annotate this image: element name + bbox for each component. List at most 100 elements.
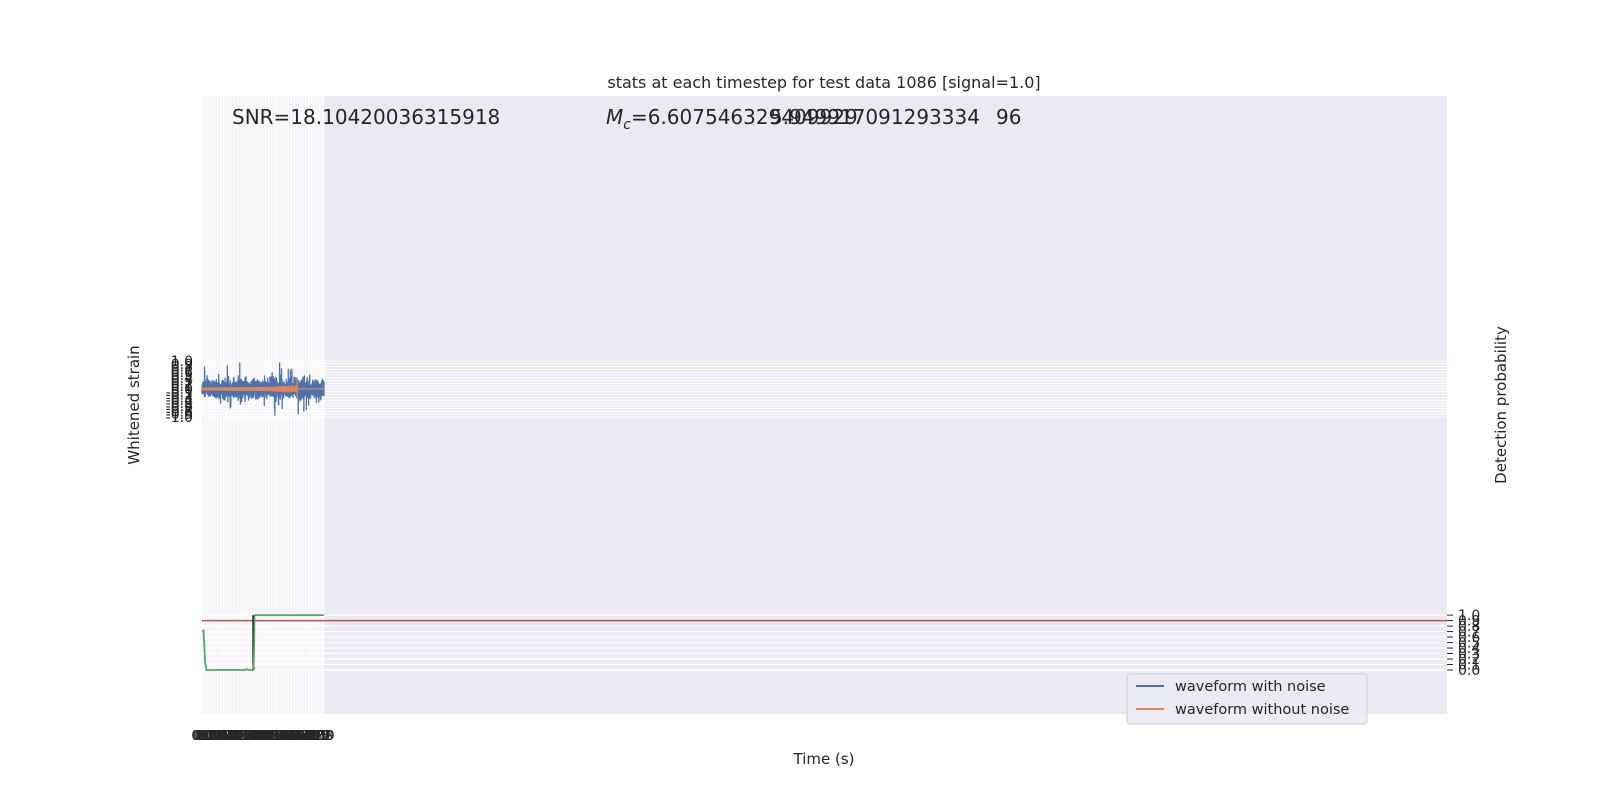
legend: waveform with noise waveform without noi… xyxy=(1126,673,1368,725)
x-tick-label: 3.5 xyxy=(245,728,266,744)
legend-box xyxy=(1126,673,1368,725)
right-y-tick-label: 0.7 xyxy=(1458,625,1480,641)
x-tick-label: 5.5 xyxy=(276,728,297,744)
legend-label-noise: waveform with noise xyxy=(1175,679,1326,695)
y-tick-label: 0.5 xyxy=(171,368,193,384)
x-tick-label: 3.2 xyxy=(241,728,262,744)
x-tick-label: 7.0 xyxy=(299,728,320,744)
x-tick-label: 3.7 xyxy=(248,728,269,744)
x-tick-label: 7.5 xyxy=(307,728,328,744)
y-tick-label: 0.3 xyxy=(171,374,193,390)
x-tick-label: 0.2 xyxy=(194,728,215,744)
right-y-tick-label: 1.0 xyxy=(1458,608,1480,624)
x-tick-label: 4.2 xyxy=(256,728,277,744)
x-tick-label: 2.0 xyxy=(222,728,243,744)
chart-title: stats at each timestep for test data 108… xyxy=(607,73,1040,92)
right-y-tick-label: 0.8 xyxy=(1458,619,1480,635)
y-tick-label: -0.3 xyxy=(166,390,193,406)
x-tick-label: 4.1 xyxy=(255,728,276,744)
chirp-mass-value: =6.607546329409929 xyxy=(631,105,858,129)
right-y-axis-label: Detection probability xyxy=(1492,326,1510,484)
x-tick-label: 5.9 xyxy=(282,728,303,744)
x-tick-label: 6.4 xyxy=(290,728,311,744)
x-tick-label: 3.3 xyxy=(242,728,263,744)
x-tick-label: 1.0 xyxy=(207,728,228,744)
x-tick-label: 4.9 xyxy=(267,728,288,744)
x-tick-label: 7.8 xyxy=(312,728,333,744)
x-tick-label: 6.3 xyxy=(289,728,310,744)
x-tick-label: 1.6 xyxy=(216,728,237,744)
x-tick-label: 7.9 xyxy=(313,728,334,744)
x-tick-label: 5.8 xyxy=(281,728,302,744)
x-tick-label: 3.6 xyxy=(247,728,268,744)
y-tick-label: -0.2 xyxy=(166,388,193,404)
y-tick-label: 0.9 xyxy=(171,357,193,373)
right-y-tick-label: 0.0 xyxy=(1458,663,1480,679)
right-y-tick-label: 0.6 xyxy=(1458,630,1480,646)
x-tick-label: 0.4 xyxy=(197,728,218,744)
y-tick-label: 0.6 xyxy=(171,365,193,381)
x-tick-label: 3.9 xyxy=(251,728,272,744)
waveform-without-noise-series xyxy=(201,378,324,398)
x-tick-label: 5.2 xyxy=(272,728,293,744)
x-tick-label: 0.1 xyxy=(193,728,214,744)
x-tick-label: 5.0 xyxy=(268,728,289,744)
x-tick-label: 6.9 xyxy=(298,728,319,744)
y-tick-label: 0.2 xyxy=(171,376,193,392)
x-tick-label: 7.6 xyxy=(309,728,330,744)
x-tick-label: 3.4 xyxy=(244,728,265,744)
x-tick-label: 4.8 xyxy=(265,728,286,744)
x-tick-label: 2.9 xyxy=(236,728,257,744)
x-tick-label: 5.4 xyxy=(275,728,296,744)
y-tick-label: -0.8 xyxy=(166,404,193,420)
chirp-mass-overlap-text: 5.949917091293334 xyxy=(770,105,980,129)
chirp-mass-symbol: M xyxy=(606,105,623,129)
x-tick-label: 2.6 xyxy=(231,728,252,744)
y-tick-label: 0.0 xyxy=(171,382,193,398)
x-tick-label: 3.8 xyxy=(250,728,271,744)
x-tick-label: 4.6 xyxy=(262,728,283,744)
legend-label-signal: waveform without noise xyxy=(1175,702,1349,718)
x-tick-label: 7.7 xyxy=(310,728,331,744)
x-tick-label: 1.7 xyxy=(218,728,239,744)
x-tick-label: 2.5 xyxy=(230,728,251,744)
x-tick-label: 1.4 xyxy=(213,728,234,744)
x-tick-label: 5.7 xyxy=(279,728,300,744)
x-tick-label: 3.1 xyxy=(239,728,260,744)
y-tick-label: -0.4 xyxy=(166,393,193,409)
y-tick-label: 0.1 xyxy=(171,379,193,395)
y-tick-label: -1.0 xyxy=(166,410,193,426)
x-tick-label: 0.9 xyxy=(205,728,226,744)
x-tick-label: 6.7 xyxy=(295,728,316,744)
y-tick-label: -0.1 xyxy=(166,385,193,401)
x-tick-label: 6.0 xyxy=(284,728,305,744)
right-y-tick-label: 0.5 xyxy=(1458,636,1480,652)
right-y-tick-label: 0.9 xyxy=(1458,614,1480,630)
chirp-mass-tail-text: 96 xyxy=(996,105,1021,129)
right-y-tick-label: 0.1 xyxy=(1458,658,1480,674)
x-tick-label: 1.8 xyxy=(219,728,240,744)
right-axis-grid xyxy=(202,614,1447,671)
x-tick-label: 1.9 xyxy=(221,728,242,744)
x-tick-label: 0.7 xyxy=(202,728,223,744)
x-tick-label: 4.7 xyxy=(264,728,285,744)
x-tick-label: 0.0 xyxy=(191,728,212,744)
x-tick-label: 0.6 xyxy=(201,728,222,744)
x-tick-label: 2.4 xyxy=(228,728,249,744)
x-tick-label: 2.8 xyxy=(234,728,255,744)
right-y-tick-label: 0.3 xyxy=(1458,647,1480,663)
right-y-ticks: 1.00.90.80.70.60.50.40.30.20.10.0 xyxy=(1447,608,1480,679)
y-tick-label: 1.0 xyxy=(171,354,193,370)
x-tick-label: 6.6 xyxy=(293,728,314,744)
chirp-mass-annotation: Mc=6.607546329409929 xyxy=(606,105,858,133)
x-tick-label: 3.0 xyxy=(238,728,259,744)
left-y-ticks: 1.00.90.80.70.60.50.40.30.20.10.0-0.1-0.… xyxy=(166,354,193,426)
x-tick-label: 2.7 xyxy=(233,728,254,744)
x-tick-label: 1.2 xyxy=(210,728,231,744)
x-tick-label: 4.0 xyxy=(253,728,274,744)
signal-waveform-path xyxy=(201,378,324,398)
x-tick-label: 4.3 xyxy=(258,728,279,744)
x-tick-label: 2.3 xyxy=(227,728,248,744)
